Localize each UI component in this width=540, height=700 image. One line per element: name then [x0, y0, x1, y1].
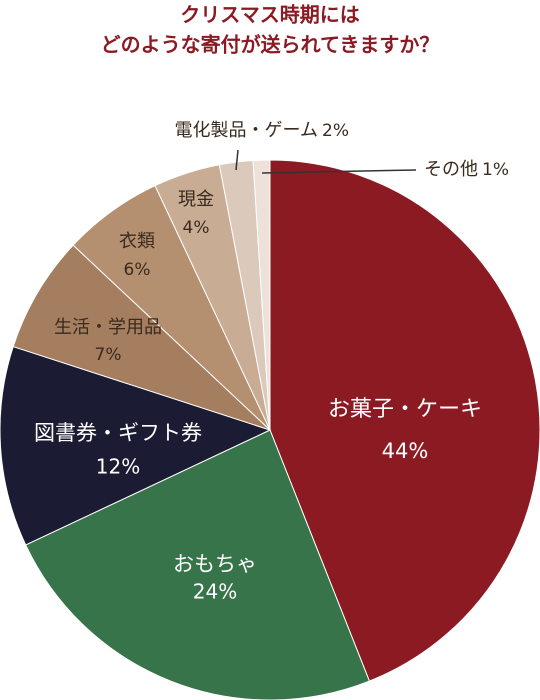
leader-line: [261, 169, 417, 174]
value-label: 24%: [193, 580, 237, 604]
value-label: 1%: [482, 160, 509, 180]
value-label: 6%: [124, 260, 151, 280]
chart-title: クリスマス時期には: [180, 3, 359, 27]
slice-label: おもちゃ: [173, 552, 257, 576]
slice-label: 衣類: [119, 231, 155, 252]
value-label: 12%: [96, 455, 140, 479]
value-label: 7%: [95, 345, 122, 365]
slice-label: 生活・学用品: [54, 317, 162, 338]
chart-title: どのような寄付が送られてきますか？: [101, 33, 440, 57]
value-label: 4%: [183, 218, 210, 238]
pie-slice: [12, 244, 271, 431]
slice-label: その他: [424, 159, 478, 180]
pie-slice: [269, 159, 540, 682]
pie-slice: [0, 345, 272, 546]
leader-line: [235, 149, 239, 171]
slice-label: 現金: [178, 189, 214, 210]
slice-label: 電化製品・ゲーム: [175, 120, 318, 141]
value-label: 44%: [382, 439, 429, 463]
slice-label: 図書券・ギフト券: [34, 421, 202, 445]
pie-slice: [25, 429, 371, 700]
slice-label: お菓子・ケーキ: [328, 397, 482, 422]
value-label: 2%: [322, 121, 349, 141]
pie-slice: [252, 159, 271, 431]
